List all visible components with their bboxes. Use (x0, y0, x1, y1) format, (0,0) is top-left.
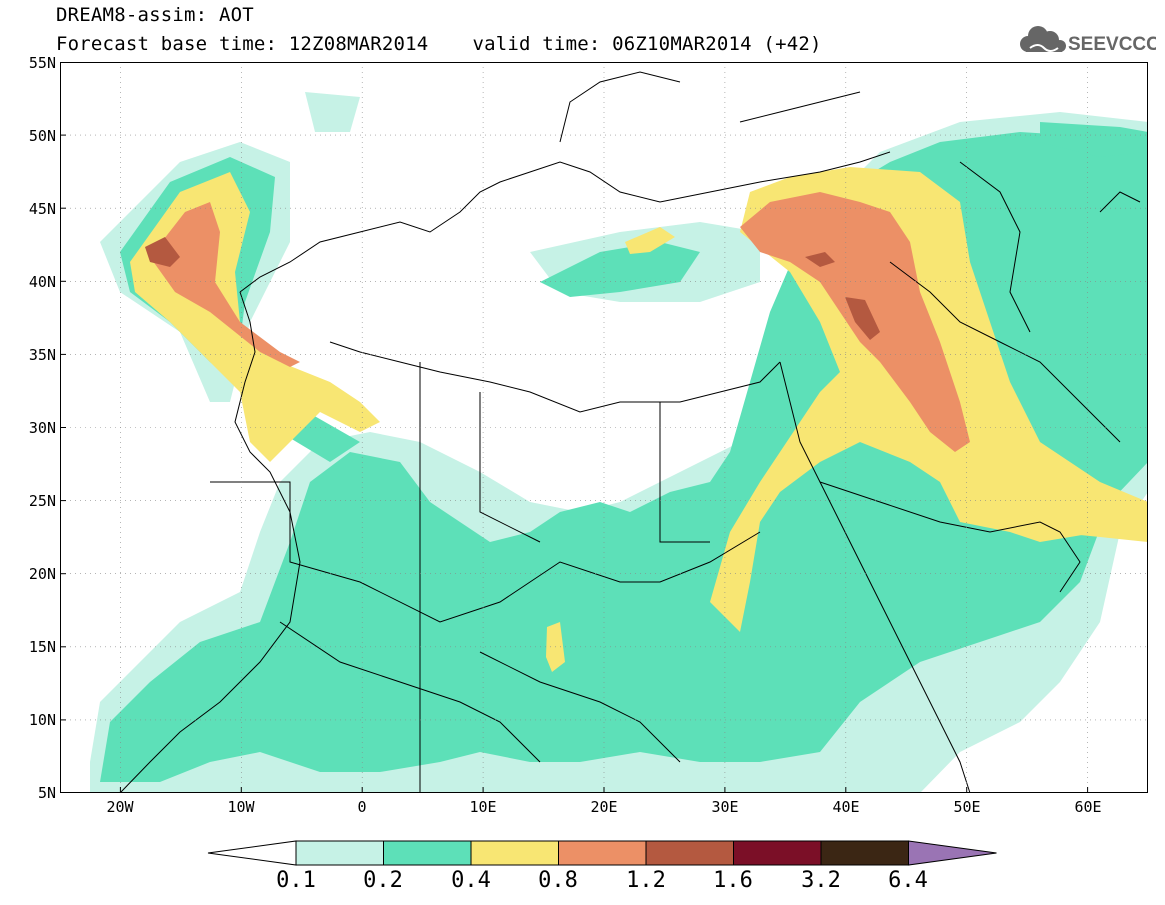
lat-label: 50N (28, 127, 56, 145)
lat-label: 25N (28, 492, 56, 510)
valid-time-label: valid time: 06Z10MAR2014 (+42) (472, 33, 822, 55)
lat-label: 20N (28, 565, 56, 583)
lon-label: 20W (106, 798, 134, 816)
colorbar (207, 840, 997, 866)
lon-label: 10E (469, 798, 497, 816)
colorbar-over-arrow (908, 840, 997, 866)
lat-label: 45N (28, 200, 56, 218)
logo-text: SEEVCCC (1068, 34, 1156, 55)
lon-label: 40E (832, 798, 860, 816)
colorbar-swatch (383, 840, 472, 866)
colorbar-swatch (470, 840, 559, 866)
colorbar-swatch (295, 840, 384, 866)
lon-label: 50E (953, 798, 981, 816)
colorbar-label: 1.2 (626, 868, 666, 893)
lat-label: 35N (28, 346, 56, 364)
lon-label: 10W (227, 798, 255, 816)
colorbar-swatch (645, 840, 734, 866)
lat-label: 30N (28, 419, 56, 437)
colorbar-label: 6.4 (888, 868, 928, 893)
lat-label: 55N (28, 54, 56, 72)
map-subtitle: Forecast base time: 12Z08MAR2014 valid ti… (56, 33, 822, 55)
map-panel (60, 62, 1148, 793)
lat-label: 40N (28, 273, 56, 291)
lat-label: 10N (28, 711, 56, 729)
aot-map (60, 62, 1148, 793)
lat-label: 15N (28, 638, 56, 656)
graticule (60, 62, 1148, 793)
colorbar-label: 0.1 (276, 868, 316, 893)
coastlines (119, 71, 1141, 793)
lon-label: 30E (711, 798, 739, 816)
lon-label: 60E (1074, 798, 1102, 816)
lon-label: 0 (357, 798, 367, 816)
seevccc-logo: SEEVCCC (1020, 26, 1156, 55)
colorbar-swatch (558, 840, 647, 866)
colorbar-label: 3.2 (801, 868, 841, 893)
aot-band-1-2 (145, 237, 880, 340)
lat-label: 5N (37, 784, 56, 802)
colorbar-swatch (733, 840, 822, 866)
colorbar-label: 0.8 (538, 868, 578, 893)
colorbar-label: 0.4 (451, 868, 491, 893)
colorbar-under-arrow (207, 840, 297, 866)
lon-label: 20E (590, 798, 618, 816)
base-time-label: Forecast base time: 12Z08MAR2014 (56, 33, 429, 55)
axis-ticks (60, 134, 1089, 793)
colorbar-label: 0.2 (363, 868, 403, 893)
colorbar-swatch (820, 840, 909, 866)
colorbar-label: 1.6 (713, 868, 753, 893)
map-title: DREAM8-assim: AOT (56, 4, 254, 26)
